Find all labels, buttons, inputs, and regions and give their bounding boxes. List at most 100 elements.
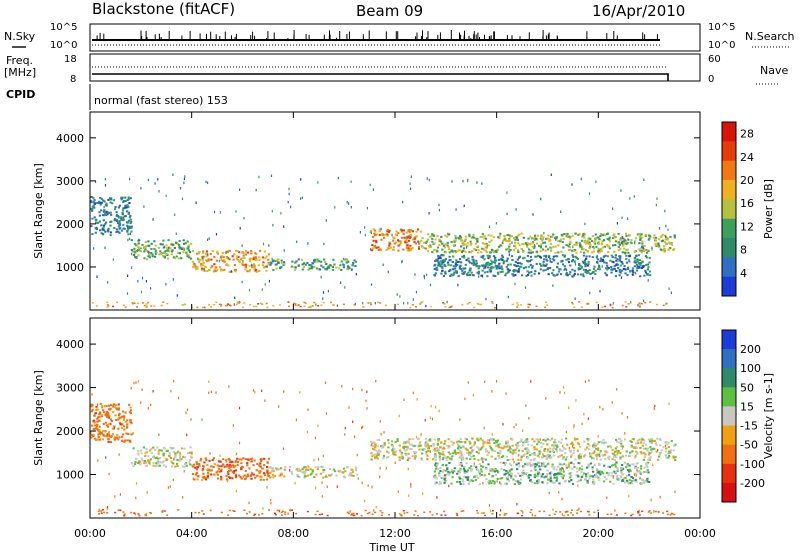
power-echo-pixel [467,271,470,274]
velocity-scatter-pixel [403,398,405,401]
velocity-echo-pixel [201,476,204,479]
velocity-echo-pixel [551,463,554,466]
power-echo-pixel [115,219,118,221]
power-echo-pixel [92,204,95,207]
power-echo-pixel [104,223,107,226]
power-echo-pixel [544,264,547,267]
velocity-scatter-pixel [315,486,317,490]
velocity-echo-pixel [232,472,235,474]
velocity-echo-pixel [447,473,450,476]
velocity-echo-pixel [106,433,109,436]
velocity-echo-pixel [587,463,590,466]
power-echo-pixel [641,240,644,243]
velocity-echo-pixel [518,441,521,443]
power-echo-pixel [147,255,150,258]
power-echo-pixel [565,273,568,276]
velocity-echo-pixel [569,476,572,479]
velocity-scatter-pixel [137,380,139,383]
power-echo-pixel [178,240,181,242]
power-echo-pixel [155,251,158,254]
velocity-echo-pixel [403,442,406,445]
power-echo-pixel [571,255,575,258]
velocity-echo-pixel [672,455,675,458]
power-echo-pixel [411,247,414,249]
power-echo-pixel [127,212,130,215]
velocity-echo-pixel [592,457,595,460]
velocity-echo-pixel [429,445,432,447]
velocity-echo-pixel [620,468,623,470]
velocity-echo-pixel [635,442,638,445]
power-echo-pixel [345,259,348,262]
power-echo-pixel [264,257,267,260]
velocity-echo-pixel [234,475,238,478]
power-echo-pixel [517,242,520,245]
power-scatter-pixel [370,283,373,286]
power-echo-pixel [375,241,378,244]
power-echo-pixel [470,262,474,265]
power-echo-pixel [654,239,658,242]
power-echo-pixel [126,206,129,209]
velocity-echo-pixel [532,459,536,462]
velocity-ground-pixel [364,509,367,512]
power-echo-pixel [567,245,570,248]
power-echo-pixel [372,228,375,231]
power-scatter-pixel [658,227,661,230]
power-echo-pixel [552,233,555,236]
velocity-echo-pixel [596,455,599,458]
velocity-echo-pixel [271,476,274,479]
power-echo-pixel [512,249,515,252]
velocity-echo-pixel [488,482,491,485]
velocity-echo-pixel [607,465,610,468]
velocity-echo-pixel [126,423,129,426]
velocity-ground-pixel [587,510,590,513]
velocity-echo-pixel [509,472,512,474]
power-ground-pixel [259,302,262,305]
power-echo-pixel [639,238,642,241]
velocity-echo-pixel [530,470,533,472]
power-echo-pixel [306,262,309,265]
velocity-echo-pixel [595,467,598,470]
velocity-scatter-pixel [420,433,422,436]
power-echo-pixel [598,238,601,241]
velocity-echo-pixel [473,442,476,445]
velocity-echo-pixel [195,463,198,465]
velocity-scatter-pixel [503,512,505,516]
velocity-ground-pixel [413,514,416,516]
power-scatter-pixel [140,187,142,190]
power-echo-pixel [481,264,484,267]
velocity-echo-pixel [458,476,461,479]
power-echo-pixel [542,269,545,272]
velocity-echo-pixel [269,471,272,474]
power-ground-pixel [451,305,453,307]
power-echo-pixel [161,252,164,255]
velocity-echo-pixel [579,445,582,448]
power-echo-pixel [316,267,319,270]
power-echo-pixel [202,264,205,267]
power-echo-pixel [150,242,153,245]
power-echo-pixel [434,238,437,241]
velocity-echo-pixel [591,475,594,478]
velocity-echo-pixel [448,445,451,448]
power-echo-pixel [200,262,203,265]
velocity-echo-pixel [573,465,576,468]
velocity-scatter-pixel [118,453,120,456]
power-echo-pixel [635,269,639,272]
velocity-echo-pixel [162,446,166,449]
velocity-scatter-pixel [459,418,461,421]
power-echo-pixel [499,258,503,261]
velocity-echo-pixel [459,446,463,449]
velocity-echo-pixel [533,482,536,485]
power-echo-pixel [241,257,244,260]
velocity-scatter-pixel [654,404,656,408]
velocity-scatter-pixel [185,411,187,414]
velocity-scatter-pixel [492,468,494,472]
power-echo-pixel [517,269,520,272]
power-echo-pixel [557,270,560,273]
velocity-echo-pixel [481,457,484,460]
velocity-echo-pixel [482,445,485,448]
power-echo-pixel [596,258,599,261]
velocity-echo-pixel [272,474,275,477]
velocity-echo-pixel [667,441,670,444]
velocity-echo-pixel [446,473,449,476]
velocity-echo-pixel [505,445,509,448]
